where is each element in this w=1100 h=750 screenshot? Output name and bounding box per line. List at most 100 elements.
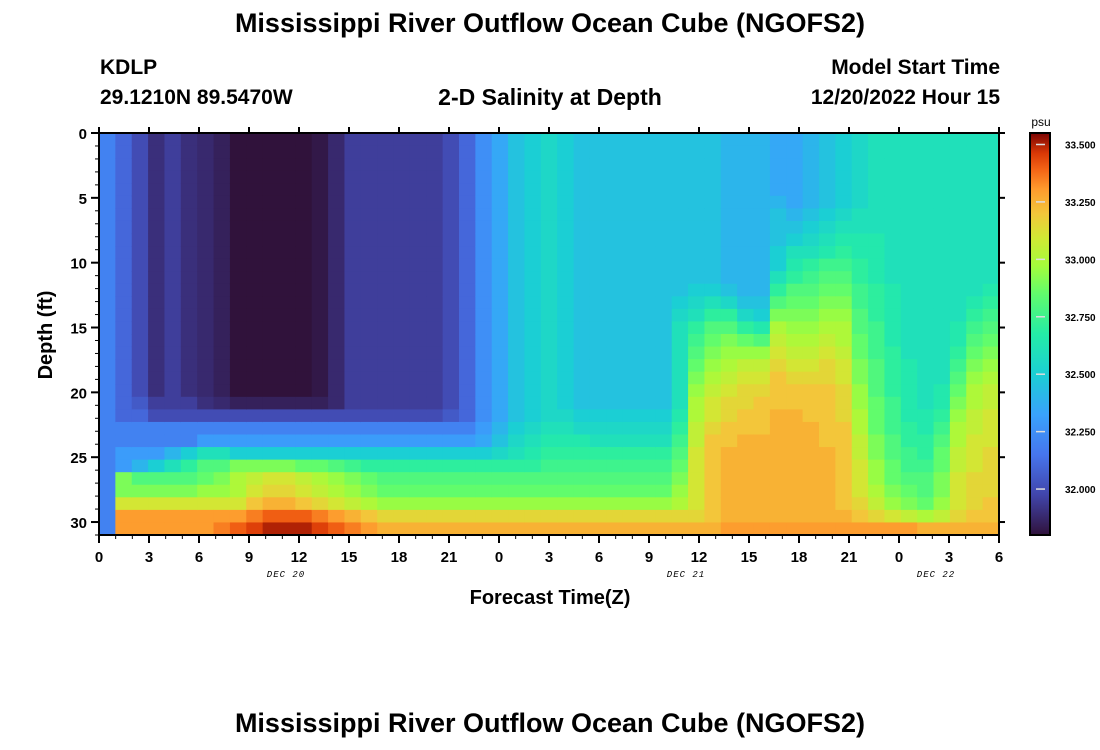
heatmap-cell [442, 421, 460, 436]
heatmap-cell [99, 296, 116, 310]
heatmap-cell [246, 522, 264, 536]
heatmap-cell [115, 246, 133, 260]
heatmap-cell [966, 346, 984, 360]
heatmap-cell [704, 258, 722, 272]
heatmap-cell [606, 271, 624, 285]
heatmap-cell [180, 346, 198, 360]
heatmap-cell [704, 296, 722, 310]
heatmap-cell [737, 195, 755, 209]
heatmap-cell [573, 396, 591, 410]
heatmap-cell [540, 145, 558, 159]
heatmap-cell [737, 447, 755, 461]
heatmap-cell [279, 170, 296, 184]
heatmap-cell [311, 271, 329, 285]
heatmap-cell [344, 258, 362, 272]
heatmap-cell [246, 308, 264, 323]
heatmap-cell [688, 220, 706, 235]
heatmap-cell [737, 522, 755, 536]
heatmap-cell [753, 334, 771, 348]
heatmap-cell [589, 195, 607, 209]
heatmap-cell [949, 447, 967, 461]
heatmap-cell [409, 384, 427, 398]
heatmap-cell [409, 459, 427, 473]
heatmap-cell [688, 484, 706, 498]
heatmap-cell [769, 258, 787, 272]
heatmap-cell [949, 271, 967, 285]
heatmap-cell [229, 371, 247, 385]
heatmap-cell [966, 396, 984, 410]
heatmap-cell [720, 497, 738, 511]
heatmap-cell [360, 509, 378, 524]
heatmap-cell [148, 258, 166, 272]
heatmap-cell [933, 258, 951, 272]
heatmap-cell [655, 308, 673, 323]
heatmap-cell [115, 371, 133, 385]
heatmap-cell [459, 409, 476, 423]
heatmap-cell [246, 384, 264, 398]
heatmap-cell [688, 271, 706, 285]
heatmap-cell [982, 421, 1000, 436]
heatmap-cell [982, 220, 1000, 235]
heatmap-cell [409, 497, 427, 511]
heatmap-cell [671, 195, 689, 209]
heatmap-cell [606, 145, 624, 159]
heatmap-cell [164, 434, 182, 448]
heatmap-cell [573, 271, 591, 285]
heatmap-cell [900, 371, 918, 385]
heatmap-cell [671, 409, 689, 423]
heatmap-cell [639, 522, 656, 536]
heatmap-cell [262, 271, 280, 285]
heatmap-cell [982, 195, 1000, 209]
heatmap-cell [819, 497, 836, 511]
heatmap-cell [917, 208, 935, 222]
heatmap-cell [606, 509, 624, 524]
heatmap-cell [966, 195, 984, 209]
heatmap-cell [688, 459, 706, 473]
heatmap-cell [164, 158, 182, 172]
heatmap-cell [508, 208, 526, 222]
heatmap-cell [802, 208, 820, 222]
heatmap-cell [688, 396, 706, 410]
heatmap-cell [589, 271, 607, 285]
heatmap-cell [508, 346, 526, 360]
heatmap-cell [131, 334, 149, 348]
heatmap-cell [639, 334, 656, 348]
heatmap-cell [311, 158, 329, 172]
heatmap-cell [262, 497, 280, 511]
heatmap-cell [557, 384, 575, 398]
heatmap-cell [917, 497, 935, 511]
heatmap-cell [344, 509, 362, 524]
heatmap-cell [229, 195, 247, 209]
heatmap-cell [213, 170, 231, 184]
heatmap-cell [360, 346, 378, 360]
heatmap-cell [917, 472, 935, 486]
heatmap-cell [720, 484, 738, 498]
heatmap-cell [769, 509, 787, 524]
heatmap-cell [344, 434, 362, 448]
heatmap-cell [279, 447, 296, 461]
heatmap-cell [737, 233, 755, 247]
heatmap-cell [328, 308, 346, 323]
heatmap-cell [524, 421, 542, 436]
heatmap-cell [508, 447, 526, 461]
heatmap-cell [573, 133, 591, 147]
heatmap-cell [655, 509, 673, 524]
heatmap-cell [311, 208, 329, 222]
heatmap-cell [900, 308, 918, 323]
heatmap-cell [802, 484, 820, 498]
heatmap-cell [540, 283, 558, 297]
heatmap-cell [557, 334, 575, 348]
heatmap-cell [131, 384, 149, 398]
heatmap-cell [606, 421, 624, 436]
heatmap-cell [328, 133, 346, 147]
heatmap-cell [442, 321, 460, 335]
heatmap-cell [933, 396, 951, 410]
heatmap-cell [459, 371, 476, 385]
x-tick-label: 12 [691, 549, 708, 566]
heatmap-cell [868, 321, 886, 335]
heatmap-cell [328, 371, 346, 385]
heatmap-cell [344, 359, 362, 373]
heatmap-cell [606, 434, 624, 448]
heatmap-cell [786, 296, 804, 310]
